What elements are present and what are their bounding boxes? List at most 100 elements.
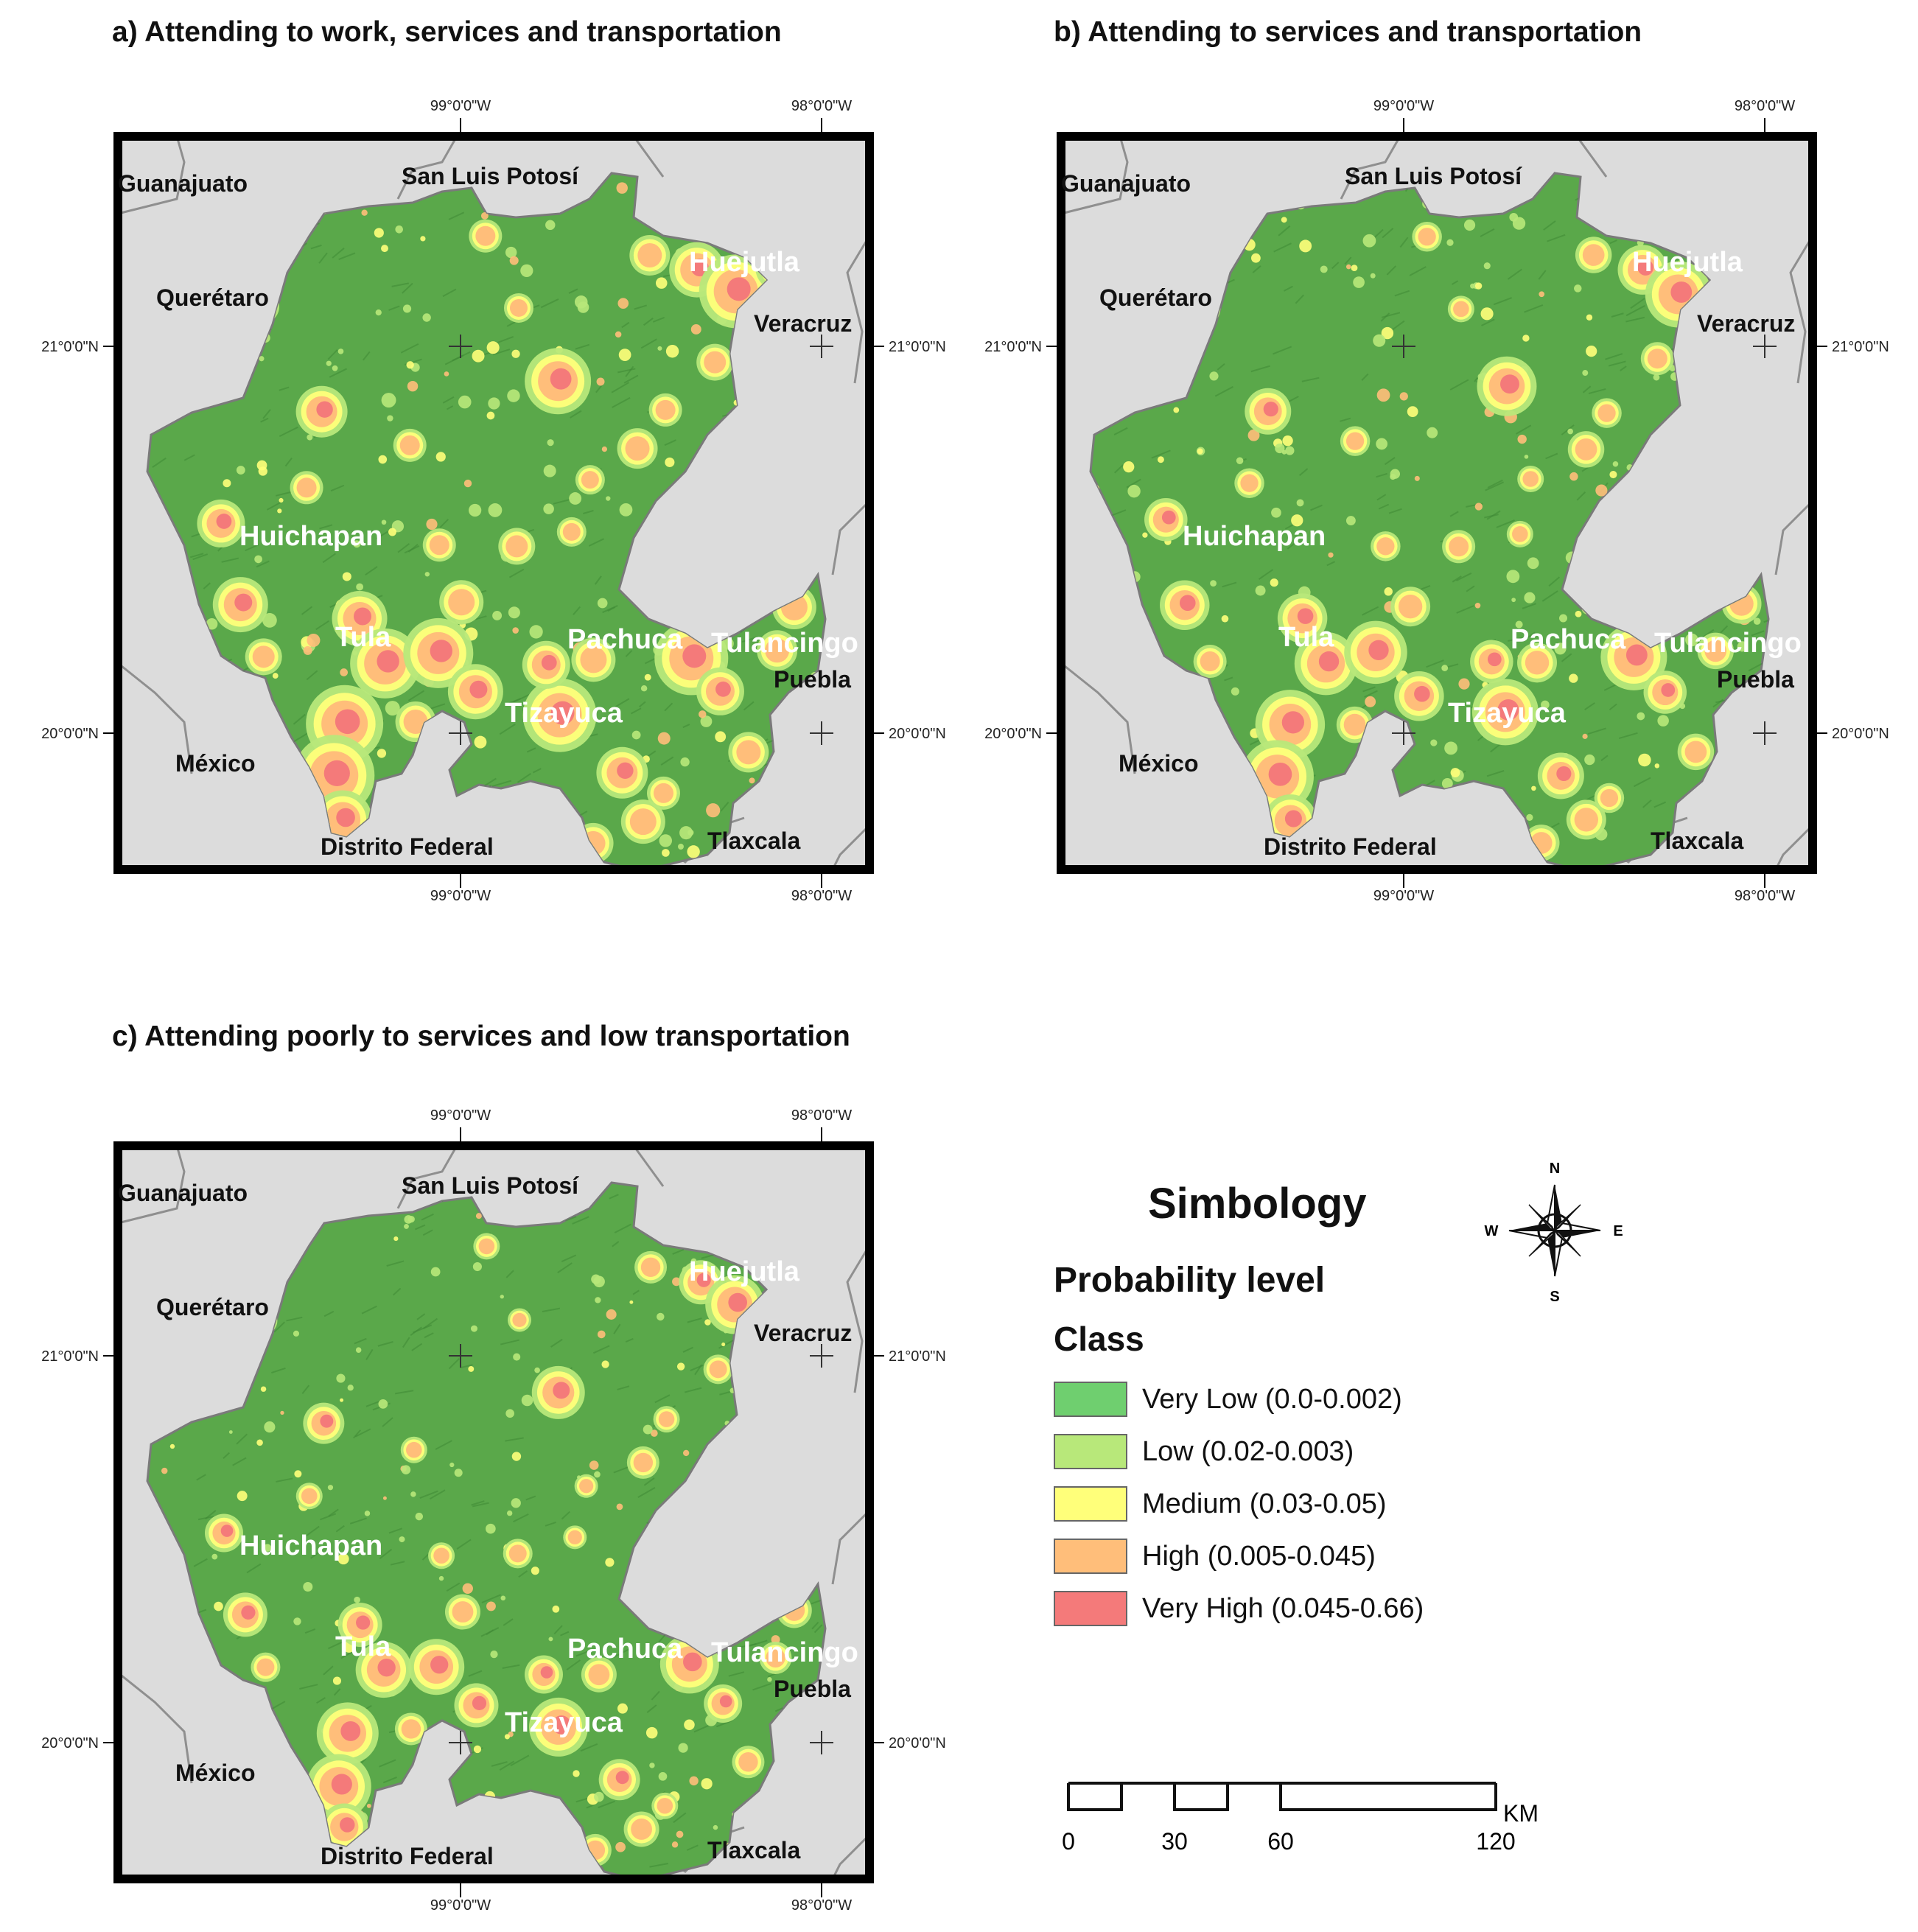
state-boundary: [396, 136, 458, 200]
legend-swatch: [1054, 1382, 1127, 1417]
state-boundary: [831, 500, 871, 575]
lon-label-top-east: 98°0'0"W: [1735, 98, 1795, 114]
lat-label-left-north: 21°0'0"N: [41, 339, 99, 355]
panel-b-title: b) Attending to services and transportat…: [1054, 16, 1642, 48]
state-label: Veracruz: [754, 310, 852, 337]
map-frame: [113, 132, 874, 874]
map-frame: [1057, 132, 1817, 874]
state-boundary: [632, 1145, 665, 1187]
state-label: Distrito Federal: [1264, 833, 1437, 860]
lon-label-bottom-east: 98°0'0"W: [1735, 888, 1795, 904]
state-label: México: [1119, 750, 1198, 777]
state-label: Querétaro: [1099, 284, 1212, 311]
legend-swatch: [1054, 1539, 1127, 1574]
north-arrow-icon: N S E W: [1485, 1161, 1623, 1304]
city-label: Huichapan: [239, 1530, 382, 1561]
lon-label-bottom-east: 98°0'0"W: [791, 1897, 852, 1914]
state-label: San Luis Potosí: [402, 163, 579, 189]
legend: Simbology Probability level Class Very L…: [1054, 1179, 1864, 1695]
map-frame: [113, 1141, 874, 1883]
panel-a-title: a) Attending to work, services and trans…: [112, 16, 782, 48]
lat-label-right-north: 21°0'0"N: [889, 1348, 946, 1365]
state-label: Tlaxcala: [707, 827, 801, 854]
city-label: Pachuca: [1511, 624, 1626, 655]
lat-label-right-south: 20°0'0"N: [1832, 726, 1889, 742]
state-label: Puebla: [774, 1676, 851, 1702]
legend-item: Very High (0.045-0.66): [1054, 1589, 1424, 1628]
legend-swatch: [1054, 1486, 1127, 1522]
city-label: Tula: [335, 622, 391, 653]
state-boundary: [117, 136, 186, 215]
state-boundary: [1789, 235, 1814, 384]
lat-label-left-north: 21°0'0"N: [41, 1348, 99, 1365]
map-panel-c: 99°0'0"W 98°0'0"W 99°0'0"W 98°0'0"W 21°0'0"N…: [41, 1107, 946, 1914]
panel-c-title: c) Attending poorly to services and low …: [112, 1021, 850, 1052]
state-boundary: [396, 1145, 458, 1209]
lon-label-top-west: 99°0'0"W: [430, 1107, 491, 1124]
lon-label-bottom-west: 99°0'0"W: [430, 1897, 491, 1914]
lat-label-right-south: 20°0'0"N: [889, 726, 946, 742]
city-label: Tizayuca: [505, 1707, 623, 1738]
state-boundary: [1575, 136, 1608, 178]
state-label: Distrito Federal: [321, 833, 494, 860]
lon-label-top-east: 98°0'0"W: [791, 1107, 852, 1124]
city-label: Huichapan: [1183, 521, 1326, 552]
compass-s-label: S: [1550, 1289, 1559, 1304]
scale-tick-label: 60: [1267, 1828, 1294, 1855]
legend-swatch: [1054, 1591, 1127, 1626]
city-label: Huichapan: [239, 521, 382, 552]
city-label: Tulancingo: [711, 1637, 858, 1668]
lat-label-left-south: 20°0'0"N: [41, 1735, 99, 1751]
lon-label-bottom-east: 98°0'0"W: [791, 888, 852, 904]
state-boundary: [831, 824, 871, 870]
scale-bar: 0 30 60 120 KM: [1062, 1782, 1539, 1855]
city-label: Pachuca: [567, 1634, 683, 1665]
compass-e-label: E: [1613, 1223, 1623, 1239]
state-label: Distrito Federal: [321, 1843, 494, 1869]
state-label: Puebla: [1717, 666, 1794, 693]
lat-label-left-south: 20°0'0"N: [984, 726, 1042, 742]
map-panel-b: 99°0'0"W 98°0'0"W 99°0'0"W 98°0'0"W 21°0'0"N…: [984, 98, 1889, 904]
state-label: San Luis Potosí: [1345, 163, 1522, 189]
state-label: México: [175, 750, 255, 777]
city-label: Pachuca: [567, 624, 683, 655]
lon-label-bottom-west: 99°0'0"W: [430, 888, 491, 904]
state-label: Veracruz: [1697, 310, 1795, 337]
city-label: Tulancingo: [711, 628, 858, 659]
lat-label-left-south: 20°0'0"N: [41, 726, 99, 742]
legend-class-heading: Class: [1054, 1320, 1144, 1358]
state-boundary: [1774, 824, 1814, 870]
legend-title: Simbology: [1148, 1180, 1367, 1228]
state-boundary: [1060, 662, 1136, 774]
city-label: Huejutla: [689, 1256, 800, 1287]
legend-item-label: Low (0.02-0.003): [1142, 1435, 1354, 1467]
legend-item: Low (0.02-0.003): [1054, 1432, 1354, 1471]
legend-item: Medium (0.03-0.05): [1054, 1484, 1387, 1524]
state-label: Tlaxcala: [1651, 827, 1744, 854]
scale-tick-label: 0: [1062, 1828, 1075, 1855]
scale-tick-label: 120: [1476, 1828, 1515, 1855]
legend-item-label: Very High (0.045-0.66): [1142, 1592, 1424, 1624]
state-label: Veracruz: [754, 1320, 852, 1346]
state-boundary: [117, 1671, 193, 1784]
compass-w-label: W: [1485, 1223, 1499, 1239]
state-label: Guanajuato: [1061, 170, 1191, 197]
lon-label-top-west: 99°0'0"W: [1373, 98, 1434, 114]
state-boundary: [846, 235, 871, 384]
state-label: México: [175, 1760, 255, 1786]
state-boundary: [117, 1145, 186, 1225]
map-panel-a: 99°0'0"W 98°0'0"W 99°0'0"W 98°0'0"W 21°0'0"N…: [41, 98, 946, 904]
city-label: Tula: [335, 1631, 391, 1662]
legend-item: Very Low (0.0-0.002): [1054, 1379, 1402, 1419]
state-boundary: [831, 1509, 871, 1585]
city-label: Tizayuca: [505, 698, 623, 729]
state-boundary: [846, 1245, 871, 1393]
city-label: Tizayuca: [1448, 698, 1567, 729]
state-label: Querétaro: [156, 284, 269, 311]
city-label: Tula: [1278, 622, 1334, 653]
legend-item: High (0.005-0.045): [1054, 1536, 1376, 1576]
legend-swatch: [1054, 1434, 1127, 1469]
state-label: Puebla: [774, 666, 851, 693]
state-label: Querétaro: [156, 1294, 269, 1320]
state-label: Guanajuato: [118, 1180, 248, 1206]
